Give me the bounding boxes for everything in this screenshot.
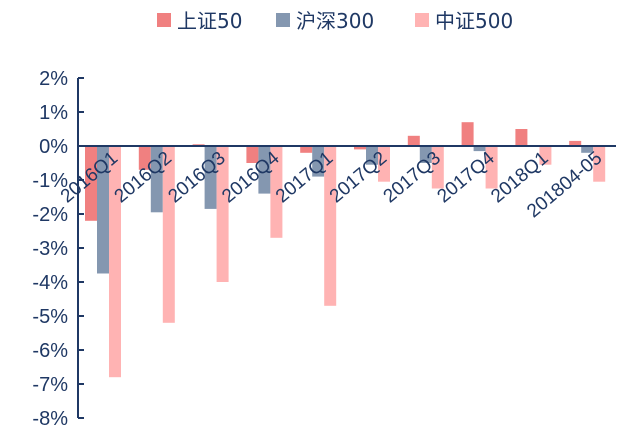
y-tick-label: 2% bbox=[39, 68, 68, 90]
bar-201804-05-series-3 bbox=[593, 146, 606, 182]
legend-label-2: 沪深300 bbox=[296, 9, 374, 33]
bars bbox=[85, 122, 606, 378]
bar-2016Q4-series-1 bbox=[246, 146, 259, 163]
bar-2017Q3-series-2 bbox=[419, 146, 432, 163]
y-tick-label: -5% bbox=[32, 306, 68, 328]
bar-2016Q2-series-1 bbox=[138, 146, 151, 170]
bar-2017Q4-series-2 bbox=[473, 146, 486, 152]
bar-201804-05-series-2 bbox=[581, 146, 594, 153]
bar-2016Q1-series-2 bbox=[97, 146, 109, 274]
bar-2017Q4-series-3 bbox=[485, 146, 498, 189]
bar-2017Q2-series-2 bbox=[366, 146, 378, 165]
y-tick-label: 0% bbox=[39, 136, 68, 158]
bar-2017Q2-series-1 bbox=[354, 146, 366, 150]
bar-2016Q2-series-3 bbox=[162, 146, 175, 323]
y-tick-label: -8% bbox=[32, 408, 68, 430]
legend-swatch-2 bbox=[276, 13, 290, 27]
bar-2017Q1-series-2 bbox=[312, 146, 325, 177]
legend-swatch-1 bbox=[157, 13, 171, 27]
bar-2017Q1-series-1 bbox=[300, 146, 313, 153]
y-tick-label: -7% bbox=[32, 374, 68, 396]
bar-2016Q1-series-1 bbox=[85, 146, 97, 221]
bar-2018Q1-series-3 bbox=[539, 146, 552, 165]
bar-2016Q4-series-2 bbox=[258, 146, 271, 194]
legend-label-1: 上证50 bbox=[177, 9, 242, 33]
bar-2017Q3-series-3 bbox=[431, 146, 444, 189]
y-tick-label: 1% bbox=[39, 102, 68, 124]
bar-2016Q3-series-3 bbox=[216, 146, 229, 282]
bar-2016Q1-series-3 bbox=[109, 146, 121, 378]
y-tick-label: -3% bbox=[32, 238, 68, 260]
y-axis: 2% 1% 0% -1% -2% -3% -4% -5% -6% -7% -8% bbox=[32, 68, 84, 430]
bar-2017Q1-series-3 bbox=[324, 146, 337, 306]
bar-2017Q4-series-1 bbox=[461, 122, 474, 146]
bar-2016Q3-series-2 bbox=[204, 146, 217, 209]
y-tick-label: -4% bbox=[32, 272, 68, 294]
bar-2016Q2-series-2 bbox=[150, 146, 163, 213]
y-tick-label: -1% bbox=[32, 170, 68, 192]
bar-201804-05-series-1 bbox=[569, 140, 582, 146]
bar-2016Q4-series-3 bbox=[270, 146, 283, 238]
bar-2017Q2-series-3 bbox=[378, 146, 390, 182]
y-tick-label: -2% bbox=[32, 204, 68, 226]
legend-label-3: 中证500 bbox=[435, 9, 513, 33]
legend: 上证50 沪深300 中证500 bbox=[157, 9, 513, 33]
bar-2017Q3-series-1 bbox=[407, 135, 420, 146]
bar-2018Q1-series-1 bbox=[515, 129, 528, 146]
legend-swatch-3 bbox=[415, 13, 429, 27]
y-tick-label: -6% bbox=[32, 340, 68, 362]
